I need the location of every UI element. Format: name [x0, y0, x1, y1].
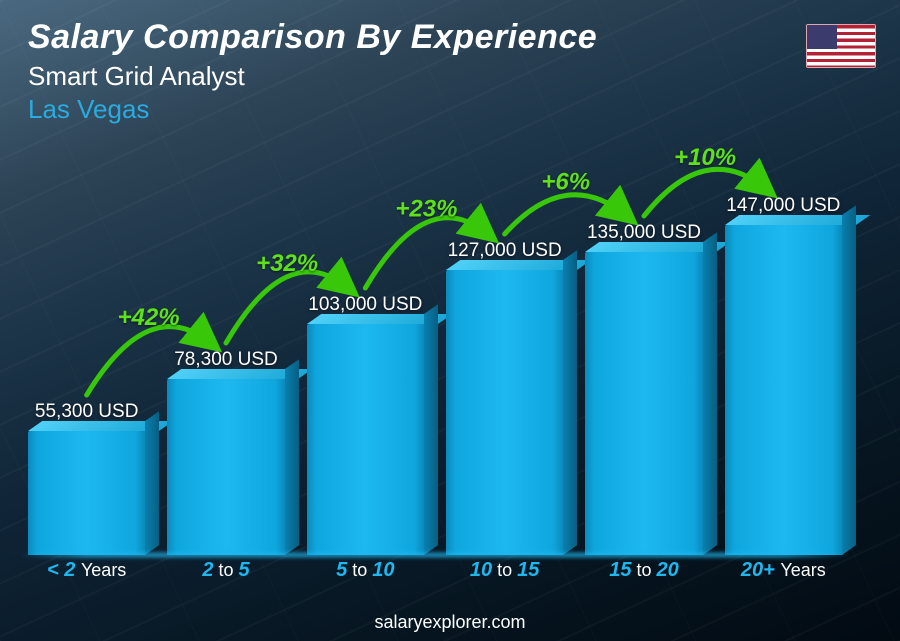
bar-front-face — [725, 225, 842, 555]
category-label: 10 to 15 — [438, 559, 571, 591]
category-label: 15 to 20 — [577, 559, 710, 591]
chart-title: Salary Comparison By Experience — [28, 18, 597, 57]
bar-value-label: 55,300 USD — [35, 401, 139, 423]
chart-location: Las Vegas — [28, 94, 597, 125]
bar-side-face — [424, 304, 438, 555]
bar-side-face — [703, 232, 717, 555]
bar — [725, 225, 842, 555]
baseline-glow — [20, 553, 850, 557]
bar-front-face — [28, 431, 145, 555]
bar — [585, 252, 702, 555]
category-label: 20+ Years — [717, 559, 850, 591]
infographic-stage: Salary Comparison By Experience Smart Gr… — [0, 0, 900, 641]
bar-front-face — [167, 379, 284, 555]
bar — [307, 324, 424, 555]
bar-slot: 55,300 USD — [20, 160, 153, 555]
bar-value-label: 103,000 USD — [308, 294, 422, 316]
category-label: 2 to 5 — [159, 559, 292, 591]
bar-front-face — [585, 252, 702, 555]
bar-slot: 78,300 USD — [159, 160, 292, 555]
bar-value-label: 78,300 USD — [174, 349, 278, 371]
bar-slot: 103,000 USD — [299, 160, 432, 555]
bar — [446, 270, 563, 555]
bar-side-face — [145, 411, 159, 555]
category-row: < 2 Years2 to 55 to 1010 to 1515 to 2020… — [20, 559, 850, 591]
bar-slot: 127,000 USD — [438, 160, 571, 555]
category-label: < 2 Years — [20, 559, 153, 591]
bar — [28, 431, 145, 555]
bar-side-face — [285, 359, 299, 555]
bar — [167, 379, 284, 555]
bars-row: 55,300 USD 78,300 USD 103,000 USD 127,000 U… — [20, 160, 850, 555]
bar-value-label: 135,000 USD — [587, 222, 701, 244]
bar-value-label: 147,000 USD — [726, 195, 840, 217]
bar-front-face — [307, 324, 424, 555]
chart-area: 55,300 USD 78,300 USD 103,000 USD 127,000 U… — [20, 160, 850, 591]
bar-value-label: 127,000 USD — [448, 240, 562, 262]
us-flag-icon — [806, 24, 876, 68]
bar-slot: 135,000 USD — [577, 160, 710, 555]
chart-subtitle: Smart Grid Analyst — [28, 61, 597, 92]
bar-slot: 147,000 USD — [717, 160, 850, 555]
bar-front-face — [446, 270, 563, 555]
bar-side-face — [563, 250, 577, 555]
category-label: 5 to 10 — [299, 559, 432, 591]
title-block: Salary Comparison By Experience Smart Gr… — [28, 18, 597, 125]
bar-side-face — [842, 205, 856, 555]
footer-source: salaryexplorer.com — [0, 612, 900, 633]
